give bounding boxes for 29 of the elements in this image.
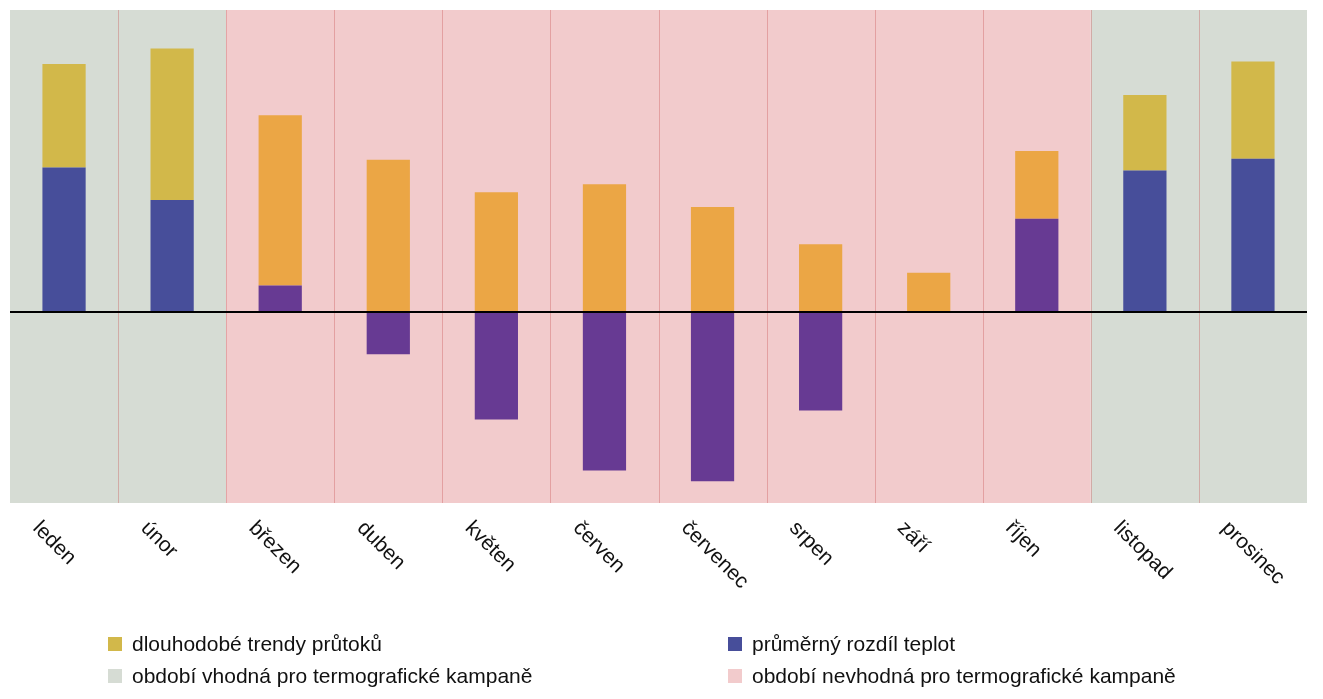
bar [1015,218,1059,313]
bar [1123,94,1167,171]
bar [258,115,302,286]
bar [907,272,951,313]
bar [1231,61,1275,159]
bar [1123,170,1167,313]
bar [690,312,735,482]
legend-label: období nevhodná pro termografické kampaně [752,664,1176,688]
bar [258,285,302,313]
bar [799,312,843,411]
legend-label: průměrný rozdíl teplot [752,632,956,656]
x-tick-label: září [893,515,935,557]
bar [582,312,627,471]
bar [582,184,627,313]
bar [42,64,86,168]
bar [690,206,735,313]
bar [1015,151,1059,219]
bar [366,312,410,355]
bar [366,159,410,313]
bar [42,167,86,313]
bar [799,244,843,313]
bar [1231,158,1275,313]
legend-label: dlouhodobé trendy průtoků [132,632,382,656]
bar [474,312,518,420]
legend-label: období vhodná pro termografické kampaně [132,664,533,688]
x-tick-label: únor [137,515,184,562]
bar [150,200,194,313]
bar [150,48,194,201]
bar [474,192,518,313]
